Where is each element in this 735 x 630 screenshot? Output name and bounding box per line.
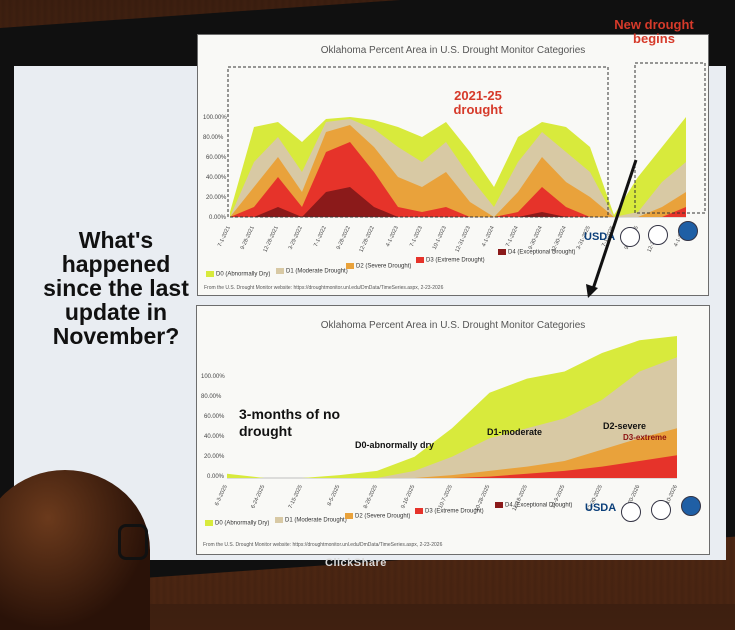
bottom-legend-d1: D1 (Moderate Drought) bbox=[285, 517, 347, 524]
clickshare-label: ClickShare bbox=[325, 557, 387, 569]
audience-head bbox=[0, 470, 150, 630]
area-d2 bbox=[227, 428, 677, 478]
top-ytick: 100.00% bbox=[203, 115, 227, 121]
bottom-chart-title: Oklahoma Percent Area in U.S. Drought Mo… bbox=[320, 320, 586, 331]
noaa-logo-icon bbox=[678, 221, 698, 241]
x-tick-label: 12-28-2022 bbox=[358, 225, 375, 253]
top-ytick: 0.00% bbox=[209, 215, 227, 221]
bottom-ytick: 60.00% bbox=[204, 414, 225, 420]
area-d1 bbox=[227, 357, 677, 478]
ndmc-seal-icon bbox=[621, 502, 641, 522]
x-tick-label: 6-24-2025 bbox=[250, 484, 266, 509]
x-tick-label: 7-1-2021 bbox=[217, 225, 232, 248]
x-tick-label: 3-29-2022 bbox=[288, 225, 304, 250]
top-ytick: 60.00% bbox=[206, 155, 227, 161]
x-tick-label: 8-26-2025 bbox=[363, 484, 379, 509]
bottom-ytick: 0.00% bbox=[207, 474, 225, 480]
x-tick-label: 10-1-2023 bbox=[432, 225, 448, 250]
bottom-ytick: 80.00% bbox=[201, 394, 222, 400]
x-tick-label: 4-1-2024 bbox=[481, 225, 496, 248]
top-legend-d3: D3 (Extreme Drought) bbox=[426, 257, 485, 264]
highlight-box bbox=[227, 66, 609, 218]
x-tick-label: 8-5-2025 bbox=[327, 484, 342, 507]
commerce-seal-icon bbox=[651, 500, 671, 520]
bottom-ytick: 40.00% bbox=[204, 434, 225, 440]
x-tick-label: 9-28-2022 bbox=[336, 225, 352, 250]
x-tick-label: 9-16-2025 bbox=[400, 484, 416, 509]
area-d4 bbox=[230, 187, 686, 217]
x-tick-label: 10-7-2025 bbox=[438, 484, 454, 509]
x-tick-label: 12-31-2023 bbox=[454, 225, 471, 253]
bottom-annotation-no-drought: 3-months of no drought bbox=[239, 406, 341, 439]
bottom-source: From the U.S. Drought Monitor website: h… bbox=[203, 542, 443, 548]
bottom-ytick: 20.00% bbox=[204, 454, 225, 460]
top-source: From the U.S. Drought Monitor website: h… bbox=[204, 285, 444, 291]
bottom-ytick: 100.00% bbox=[201, 374, 225, 380]
bottom-label-d1: D1-moderate bbox=[487, 427, 543, 437]
top-ytick: 20.00% bbox=[206, 195, 227, 201]
top-legend-d1: D1 (Moderate Drought) bbox=[286, 268, 348, 275]
eyeglasses bbox=[118, 524, 148, 560]
area-d3 bbox=[227, 455, 677, 478]
x-tick-label: 9-30-2024 bbox=[528, 225, 544, 250]
top-legend-d2: D2 (Severe Drought) bbox=[356, 263, 412, 270]
top-ytick: 80.00% bbox=[203, 135, 224, 141]
bottom-usda-logo: USDA bbox=[585, 502, 617, 514]
bottom-legend-d0: D0 (Abnormally Dry) bbox=[215, 520, 270, 527]
bottom-label-d0: D0-abnormally dry bbox=[355, 440, 435, 450]
x-tick-label: 7-1-2022 bbox=[313, 225, 328, 248]
slide-question: What's happened since the last update in… bbox=[43, 227, 189, 349]
top-ytick: 40.00% bbox=[206, 175, 227, 181]
x-tick-label: 6-3-2025 bbox=[214, 484, 229, 507]
commerce-seal-icon bbox=[648, 225, 668, 245]
top-annotation-drought: 2021-25 drought bbox=[453, 88, 503, 117]
top-chart-panel: Oklahoma Percent Area in U.S. Drought Mo… bbox=[197, 34, 709, 296]
x-tick-label: 9-28-2021 bbox=[240, 225, 256, 250]
top-legend-d0: D0 (Abnormally Dry) bbox=[216, 271, 271, 278]
bottom-chart-panel: Oklahoma Percent Area in U.S. Drought Mo… bbox=[196, 305, 710, 555]
bottom-legend-d3: D3 (Extreme Drought) bbox=[425, 508, 484, 515]
x-tick-label: 7-1-2024 bbox=[505, 225, 520, 248]
bottom-label-d2: D2-severe bbox=[603, 421, 647, 431]
x-tick-label: 7-1-2023 bbox=[409, 225, 424, 248]
top-legend-d4: D4 (Exceptional Drought) bbox=[508, 249, 576, 256]
top-chart-svg: 7-1-2021 9-28-2021 12-28-2021 3-29-2022 7-1-… bbox=[217, 62, 706, 253]
bottom-legend-d4: D4 (Exceptional Drought) bbox=[505, 502, 573, 509]
ndmc-seal-icon bbox=[620, 227, 640, 247]
bottom-chart-svg: 6-3-2025 6-24-2025 7-15-2025 8-5-2025 8-26-2… bbox=[214, 336, 679, 512]
bottom-legend-d2: D2 (Severe Drought) bbox=[355, 513, 411, 520]
x-tick-label: 7-15-2025 bbox=[288, 484, 304, 509]
top-annotation-new-drought: New drought begins bbox=[614, 17, 694, 46]
noaa-logo-icon bbox=[681, 496, 701, 516]
highlight-box bbox=[634, 62, 706, 214]
x-tick-label: 12-28-2021 bbox=[262, 225, 279, 253]
x-tick-label: 4-1-2023 bbox=[385, 225, 400, 248]
top-chart-title: Oklahoma Percent Area in U.S. Drought Mo… bbox=[320, 45, 586, 56]
top-usda-logo: USDA bbox=[584, 231, 616, 243]
bottom-label-d3: D3-extreme bbox=[623, 433, 667, 442]
